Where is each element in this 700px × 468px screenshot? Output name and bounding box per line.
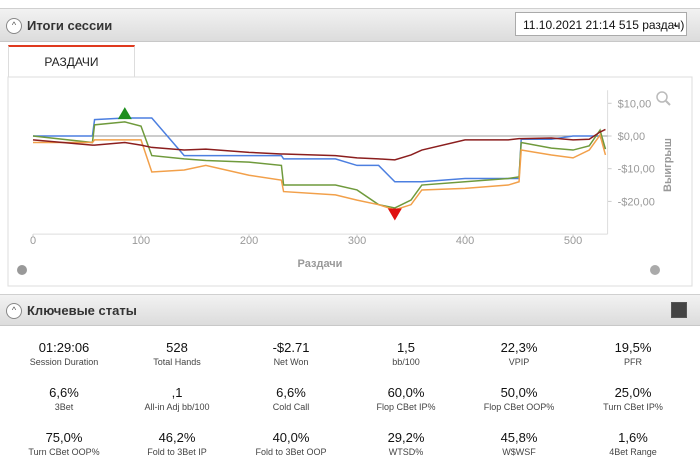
stat: 29,2% WTSD% (351, 430, 461, 457)
y-tick-label: -$10,00 (618, 164, 655, 176)
stat: 528 Total Hands (122, 340, 232, 367)
stat-label: 3Bet (54, 402, 74, 412)
stat-label: Session Duration (29, 357, 99, 367)
stat: 46,2% Fold to 3Bet IP (122, 430, 232, 457)
stat: ,1 All-in Adj bb/100 (122, 385, 232, 412)
stat-value: -$2.71 (272, 340, 310, 355)
stat-label: Net Won (273, 357, 309, 367)
tab[interactable]: РАЗДАЧИ (8, 45, 135, 77)
stat-value: 6,6% (49, 385, 79, 400)
stat: 19,5% PFR (578, 340, 688, 367)
y-tick-label: $10,00 (618, 98, 652, 110)
series-line (33, 117, 607, 183)
stat: 25,0% Turn CBet IP% (578, 385, 688, 412)
series-line (32, 121, 607, 209)
stat-label: 4Bet Range (609, 447, 657, 457)
x-axis-label: Раздачи (298, 258, 343, 270)
session-dropdown[interactable]: 11.10.2021 21:14 515 раздач) ⌄ (515, 12, 687, 36)
extreme-marker (117, 107, 132, 120)
stat-label: WTSD% (388, 447, 424, 457)
stat-value: 25,0% (614, 385, 652, 400)
stat-value: 29,2% (387, 430, 425, 445)
stat: 75,0% Turn CBet OOP% (9, 430, 119, 457)
stat: 45,8% W$WSF (464, 430, 574, 457)
stat: 6,6% 3Bet (9, 385, 119, 412)
stat-value: 22,3% (500, 340, 538, 355)
stat-label: Fold to 3Bet IP (147, 447, 207, 457)
stat-value: 528 (166, 340, 188, 355)
x-tick-label: 500 (564, 235, 582, 247)
stat-label: Flop CBet IP% (376, 402, 436, 412)
collapse-button[interactable]: ^ (6, 18, 22, 34)
stat-value: 50,0% (500, 385, 538, 400)
y-tick-label: $0,00 (618, 131, 646, 143)
stat-label: Fold to 3Bet OOP (255, 447, 327, 457)
stat-value: 40,0% (272, 430, 310, 445)
y-axis-label: Выигрыш (662, 138, 674, 192)
panel-title: Итоги сессии (27, 18, 113, 33)
x-tick-label: 300 (348, 235, 366, 247)
zoom-icon-handle (665, 100, 671, 106)
stat-label: bb/100 (392, 357, 420, 367)
stat-label: Turn CBet IP% (603, 402, 663, 412)
stat-value: 46,2% (158, 430, 196, 445)
y-tick-label: -$20,00 (618, 196, 655, 208)
stat-label: Flop CBet OOP% (483, 402, 555, 412)
stat-label: All-in Adj bb/100 (144, 402, 210, 412)
stat-value: 45,8% (500, 430, 538, 445)
stat: 50,0% Flop CBet OOP% (464, 385, 574, 412)
stats-header: ^ Ключевые статы (0, 294, 700, 326)
layout-button[interactable] (671, 302, 687, 318)
stat-value: 1,6% (618, 430, 648, 445)
stat-value: 1,5 (396, 340, 416, 355)
stat-value: 01:29:06 (38, 340, 90, 355)
stat-value: 60,0% (387, 385, 425, 400)
chart-frame (7, 76, 693, 287)
stat-value: ,1 (171, 385, 183, 400)
collapse-button[interactable]: ^ (6, 303, 22, 319)
stat: -$2.71 Net Won (236, 340, 346, 367)
x-tick-label: 0 (30, 235, 36, 247)
stat-label: Cold Call (272, 402, 310, 412)
info-icon[interactable] (650, 265, 660, 275)
stat: 22,3% VPIP (464, 340, 574, 367)
stat-value: 6,6% (276, 385, 306, 400)
stat-label: VPIP (508, 357, 530, 367)
stat-value: 19,5% (614, 340, 652, 355)
series-line (32, 128, 606, 161)
dropdown-text: 11.10.2021 21:14 515 раздач) (523, 18, 685, 32)
stat: 1,6% 4Bet Range (578, 430, 688, 457)
stat: 40,0% Fold to 3Bet OOP (236, 430, 346, 457)
stat: 60,0% Flop CBet IP% (351, 385, 461, 412)
stat-label: PFR (624, 357, 642, 367)
stat: 01:29:06 Session Duration (9, 340, 119, 367)
stat: 6,6% Cold Call (236, 385, 346, 412)
stat: 1,5 bb/100 (351, 340, 461, 367)
stat-label: Total Hands (153, 357, 201, 367)
x-tick-label: 200 (240, 235, 258, 247)
chart: Раздачи Выигрыш 0 100 200 300 400 500 $10,00 $0… (7, 76, 693, 287)
stat-label: W$WSF (502, 447, 536, 457)
panel-title: Ключевые статы (27, 303, 137, 318)
x-tick-label: 100 (132, 235, 150, 247)
x-tick-label: 400 (456, 235, 474, 247)
extreme-marker (387, 208, 402, 221)
zoom-icon[interactable] (656, 91, 668, 103)
settings-icon[interactable] (17, 265, 27, 275)
stat-value: 75,0% (45, 430, 83, 445)
stat-label: Turn CBet OOP% (28, 447, 100, 457)
